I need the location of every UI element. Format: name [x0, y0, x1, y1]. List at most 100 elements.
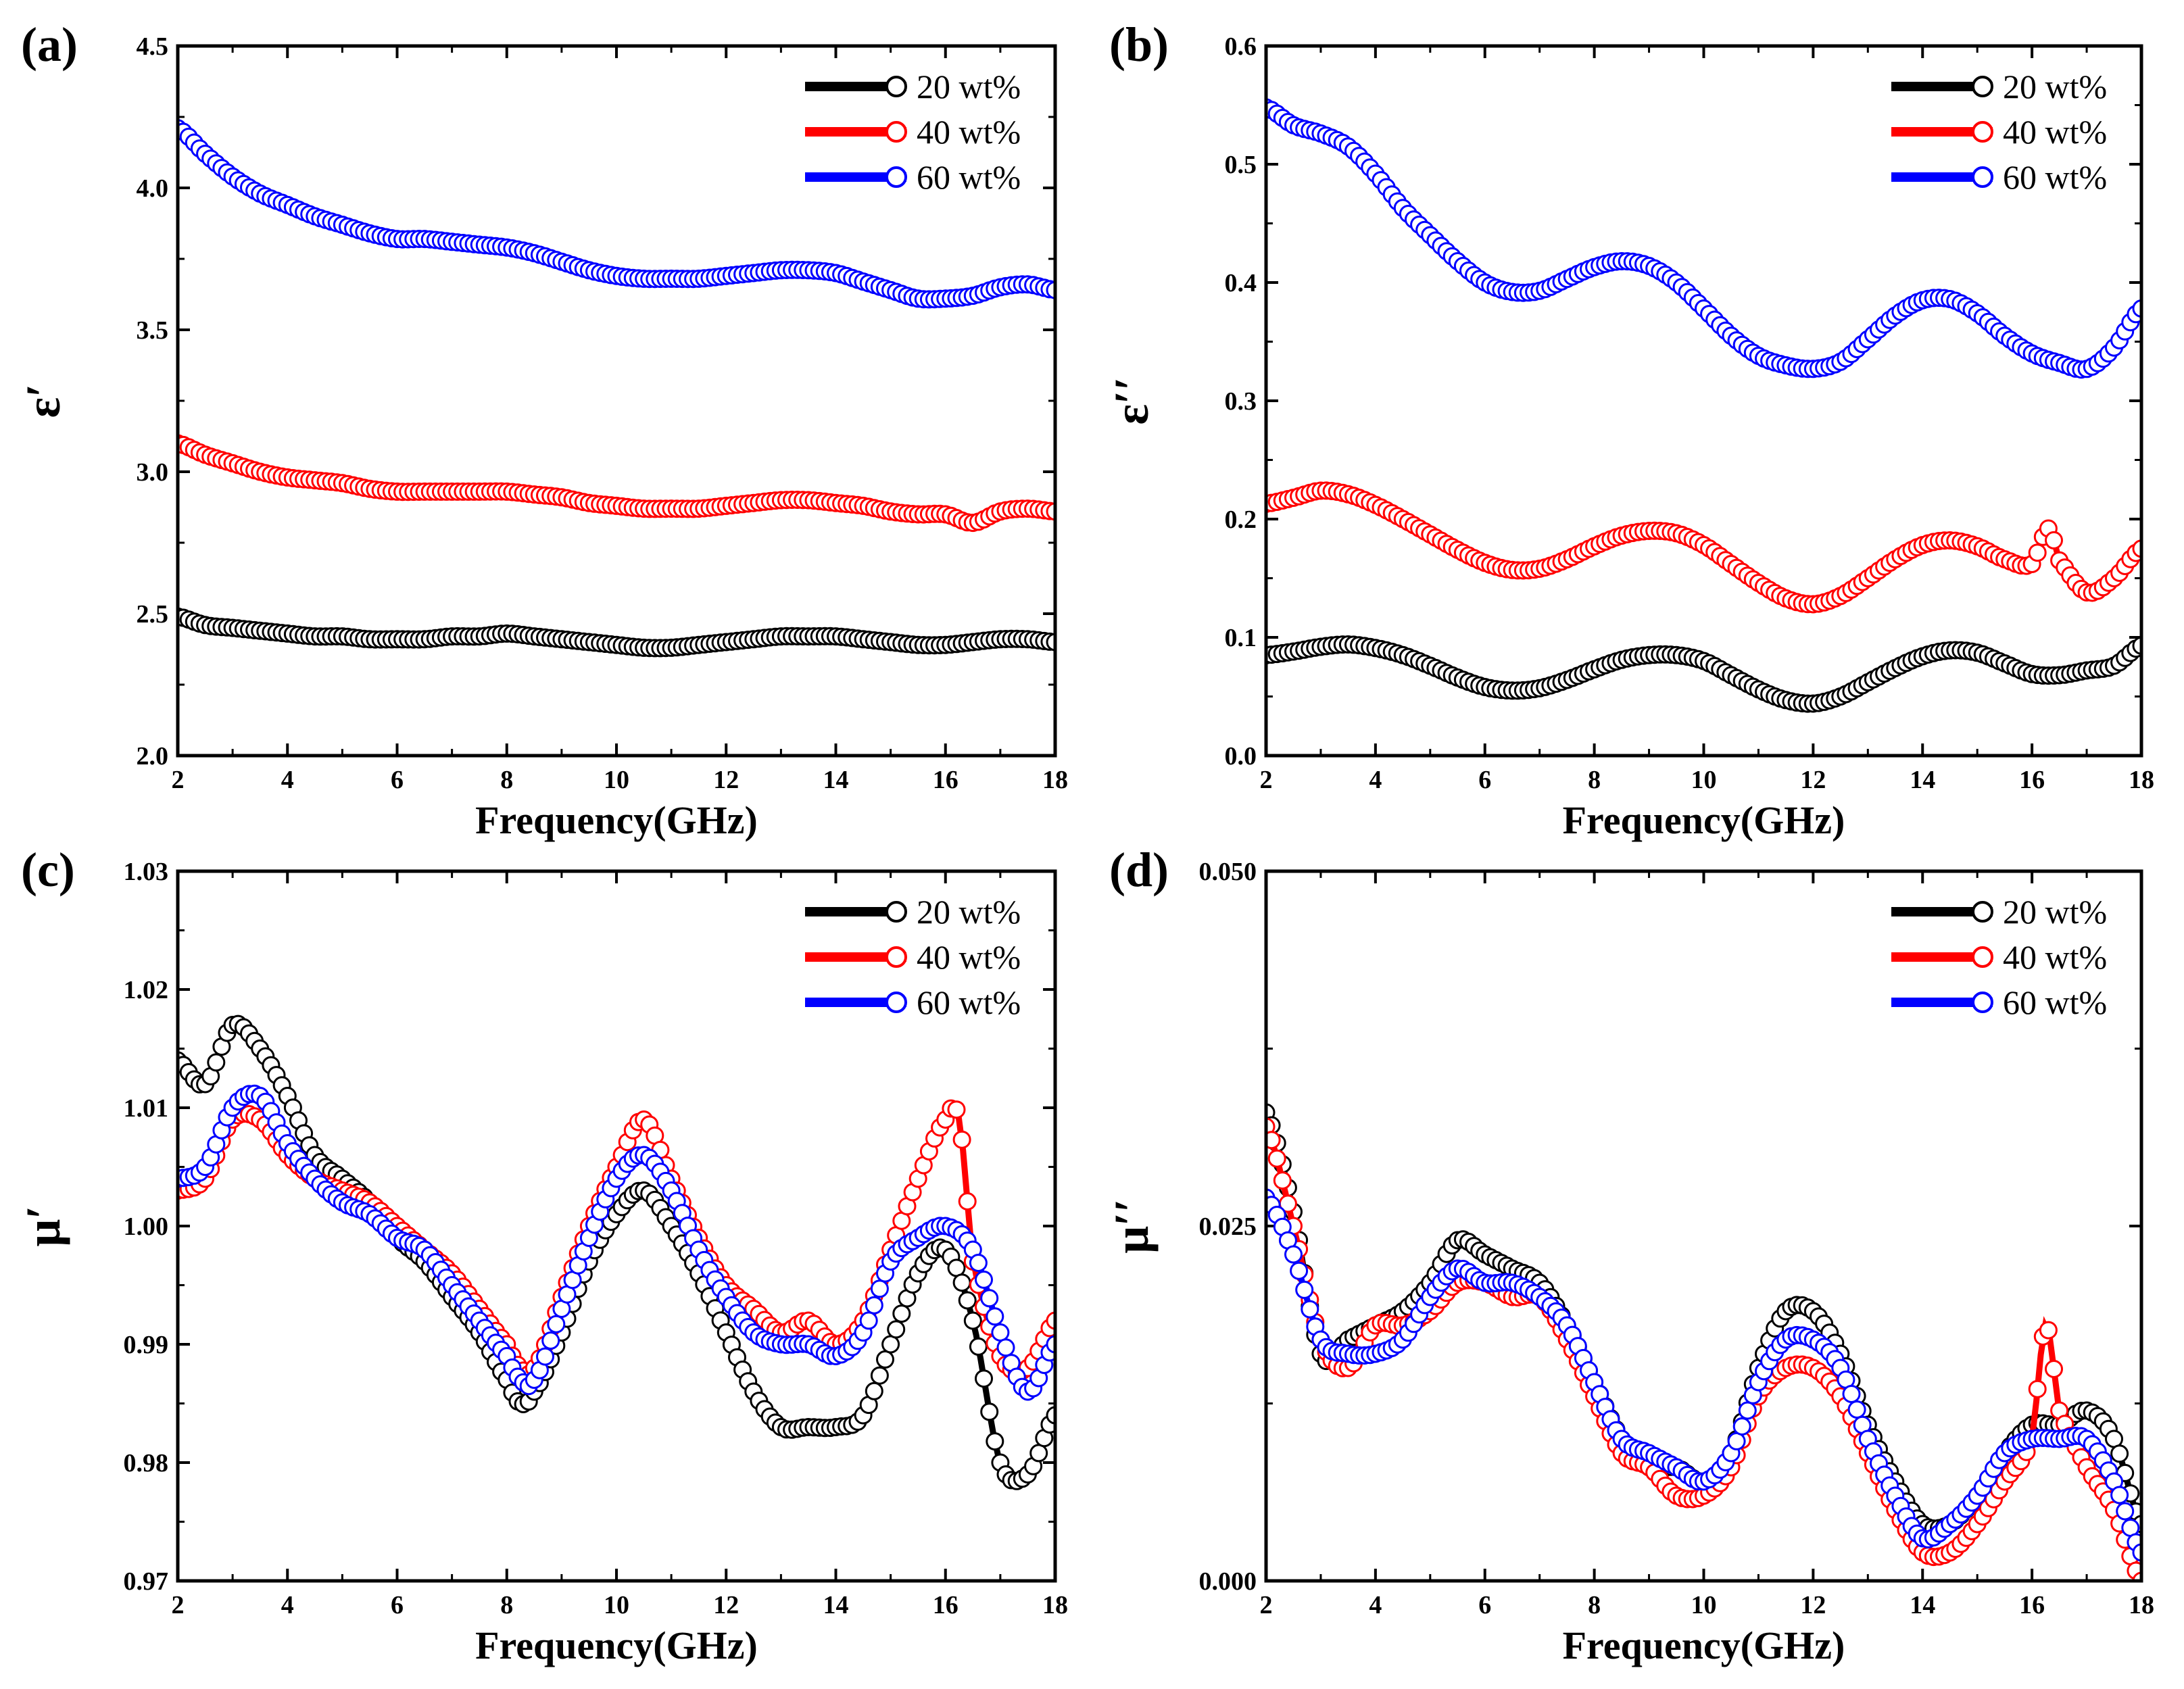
- data-point: [986, 1432, 1004, 1451]
- plot-frame: [1264, 44, 2143, 758]
- plot-area: [1266, 98, 2141, 713]
- data-point: [1273, 1171, 1292, 1190]
- legend-label: 60 wt%: [917, 158, 1021, 196]
- panel-label: (c): [21, 843, 75, 897]
- data-point: [547, 1315, 566, 1333]
- y-tick-label: 1.03: [124, 858, 169, 886]
- data-point: [1046, 1311, 1055, 1330]
- data-point: [1732, 1417, 1751, 1436]
- data-point: [2045, 531, 2063, 549]
- x-tick-label: 14: [1910, 766, 1935, 794]
- y-tick-label: 0.99: [124, 1331, 169, 1359]
- y-tick-label: 0.000: [1199, 1567, 1257, 1596]
- data-point: [969, 1254, 988, 1272]
- legend-marker: [885, 901, 907, 923]
- x-tick-label: 8: [1588, 766, 1601, 794]
- x-tick-label: 2: [1260, 766, 1273, 794]
- legend-label: 20 wt%: [2003, 68, 2107, 105]
- legend-marker: [1972, 121, 1993, 143]
- x-tick-label: 16: [2019, 766, 2045, 794]
- x-tick-label: 2: [1260, 1591, 1273, 1619]
- x-tick-label: 6: [1478, 1591, 1491, 1619]
- data-point: [1266, 1117, 1276, 1136]
- legend-label: 40 wt%: [917, 938, 1021, 976]
- x-tick-label: 2: [172, 766, 185, 794]
- chart-panel-3: (c) 2 4 6 8 10 12 14 16 18 0.97 0.98 0.99 1.00 1.01 1.0…: [16, 843, 1068, 1667]
- plot-frame: [1264, 869, 2143, 1583]
- x-tick-label: 18: [1042, 1591, 1068, 1619]
- data-point: [1284, 1245, 1303, 1264]
- data-point: [996, 1338, 1015, 1357]
- x-tick-label: 8: [500, 766, 513, 794]
- data-point: [2110, 1486, 2129, 1504]
- plot-frame: [176, 44, 1057, 758]
- x-tick-label: 4: [1369, 766, 1382, 794]
- x-tick-label: 6: [1478, 766, 1491, 794]
- x-tick-label: 18: [1042, 766, 1068, 794]
- x-tick-label: 16: [2019, 1591, 2045, 1619]
- x-axis-title: Frequency(GHz): [1563, 798, 1845, 842]
- data-point: [881, 1335, 900, 1354]
- data-point: [1267, 1149, 1286, 1168]
- legend: 20 wt% 40 wt% 60 wt%: [805, 68, 1021, 196]
- data-point: [947, 1100, 966, 1119]
- panel-label: (d): [1109, 843, 1169, 897]
- y-tick-label: 0.6: [1225, 32, 1257, 61]
- x-tick-label: 12: [713, 1591, 739, 1619]
- x-tick-label: 14: [1910, 1591, 1935, 1619]
- y-tick-label: 1.00: [124, 1213, 169, 1241]
- panel-label: (a): [21, 18, 78, 72]
- data-point: [1046, 1335, 1055, 1354]
- x-tick-label: 6: [391, 1591, 404, 1619]
- y-tick-label: 0.4: [1225, 269, 1257, 297]
- legend-marker: [885, 992, 907, 1013]
- y-axis-title: ε′′: [1105, 376, 1159, 424]
- data-point: [958, 1192, 977, 1210]
- y-tick-label: 1.02: [124, 976, 169, 1004]
- x-tick-label: 2: [172, 1591, 185, 1619]
- y-tick-label: 0.025: [1199, 1213, 1257, 1241]
- data-point: [969, 1337, 988, 1356]
- legend-marker: [1972, 946, 1993, 968]
- x-tick-label: 10: [1691, 1591, 1717, 1619]
- data-point: [870, 1366, 889, 1385]
- legend-label: 40 wt%: [2003, 113, 2107, 151]
- y-tick-label: 4.5: [137, 32, 169, 61]
- x-axis-title: Frequency(GHz): [475, 1623, 758, 1667]
- plot-area: [178, 1014, 1055, 1490]
- legend-marker: [885, 76, 907, 97]
- data-point: [1842, 1385, 1861, 1403]
- legend-label: 40 wt%: [917, 113, 1021, 151]
- x-tick-label: 6: [391, 766, 404, 794]
- x-tick-label: 16: [933, 1591, 958, 1619]
- data-point: [870, 1279, 889, 1298]
- series-40wt: [1266, 481, 2141, 614]
- series-60wt: [178, 119, 1055, 309]
- legend-marker: [1972, 901, 1993, 923]
- series-40wt: [178, 434, 1055, 533]
- x-tick-label: 16: [933, 766, 958, 794]
- chart-panel-2: (b) 2 4 6 8 10 12 14 16 18 0.0 0.1 0.2 0.3 0.4 0.5 0.6 Fr…: [1105, 18, 2154, 842]
- legend-marker: [885, 121, 907, 143]
- legend-marker: [1972, 166, 1993, 188]
- plot-area: [1266, 1103, 2141, 1581]
- plot-frame: [176, 869, 1057, 1583]
- data-point: [2132, 539, 2141, 558]
- series-60wt: [178, 1084, 1055, 1401]
- x-tick-label: 18: [2129, 766, 2154, 794]
- data-point: [2132, 636, 2141, 655]
- y-tick-label: 0.0: [1225, 742, 1257, 770]
- data-point: [859, 1311, 878, 1330]
- data-point: [865, 1381, 883, 1400]
- data-point: [975, 1369, 993, 1388]
- x-tick-label: 12: [713, 766, 739, 794]
- series-20wt: [178, 607, 1055, 658]
- data-point: [887, 1320, 906, 1339]
- data-point: [1046, 1406, 1055, 1425]
- data-point: [963, 1311, 982, 1330]
- data-point: [1301, 1300, 1319, 1319]
- data-point: [2132, 1571, 2141, 1581]
- x-tick-label: 12: [1800, 766, 1826, 794]
- legend-marker: [1972, 992, 1993, 1013]
